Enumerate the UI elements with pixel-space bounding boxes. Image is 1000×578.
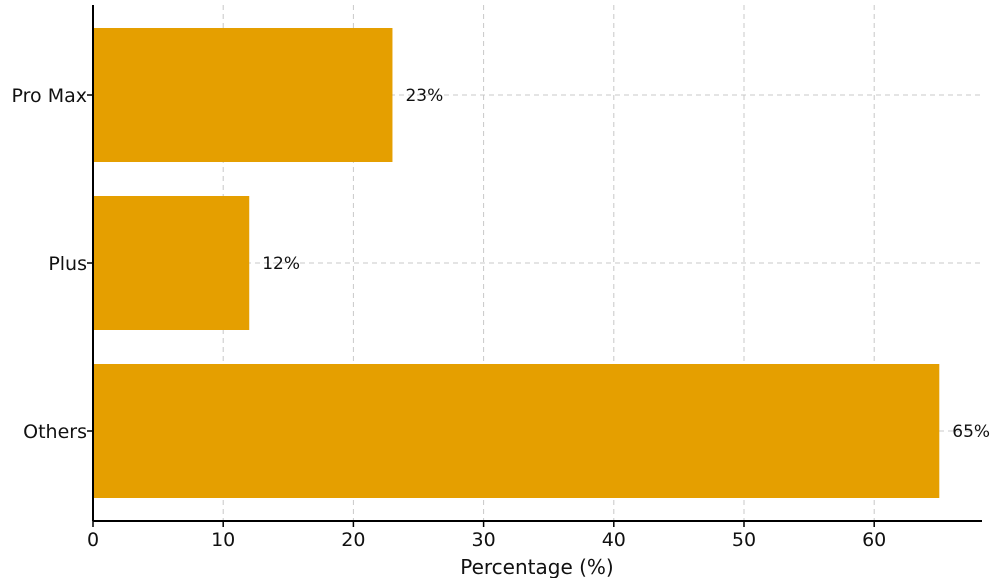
bars <box>93 28 940 498</box>
bar-value-label: 23% <box>405 86 443 106</box>
y-category-label: Pro Max <box>12 85 87 107</box>
x-tick-label: 30 <box>472 529 496 551</box>
x-ticks: 0 10 20 30 40 50 60 <box>87 521 886 551</box>
x-tick-label: 60 <box>862 529 886 551</box>
x-tick-label: 10 <box>211 529 235 551</box>
x-tick-label: 50 <box>732 529 756 551</box>
data-labels: 23% 12% 65% <box>262 86 990 442</box>
x-axis-title: Percentage (%) <box>460 555 613 578</box>
bar <box>93 196 250 330</box>
bar-value-label: 12% <box>262 254 300 274</box>
y-category-label: Others <box>23 421 87 443</box>
x-tick-label: 40 <box>602 529 626 551</box>
bar <box>93 364 940 498</box>
x-tick-label: 20 <box>341 529 365 551</box>
bar-value-label: 65% <box>952 422 990 442</box>
x-tick-label: 0 <box>87 529 99 551</box>
y-category-labels: Pro Max Plus Others <box>12 85 93 443</box>
bar <box>93 28 393 162</box>
y-category-label: Plus <box>48 253 87 275</box>
